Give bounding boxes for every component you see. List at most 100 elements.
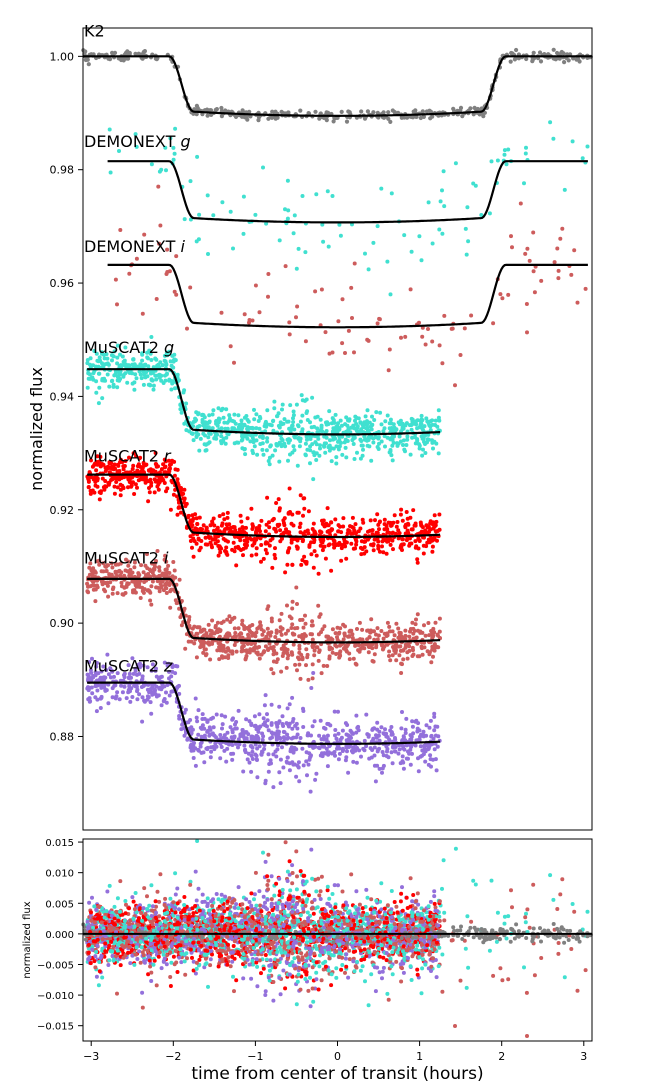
- transit-model-curve: [107, 160, 588, 224]
- data-point: [308, 448, 313, 453]
- data-point: [333, 728, 338, 732]
- data-point: [302, 506, 307, 511]
- data-point: [280, 402, 285, 407]
- data-point: [440, 231, 445, 236]
- data-point: [429, 660, 434, 665]
- data-point: [173, 467, 178, 472]
- data-point: [295, 726, 300, 731]
- data-point: [337, 751, 342, 756]
- data-point: [215, 525, 220, 530]
- data-point: [275, 724, 280, 729]
- data-point: [224, 545, 229, 550]
- data-point: [133, 132, 138, 137]
- data-point: [399, 671, 404, 675]
- data-point: [366, 338, 371, 343]
- data-point: [241, 546, 246, 551]
- data-point: [399, 335, 403, 340]
- data-point: [122, 675, 127, 680]
- data-point: [213, 541, 218, 546]
- data-point: [282, 523, 287, 528]
- data-point: [167, 571, 172, 575]
- data-point: [188, 519, 193, 524]
- data-point: [159, 378, 164, 383]
- data-point: [280, 626, 285, 631]
- data-point: [336, 523, 341, 528]
- data-point: [94, 468, 99, 473]
- data-point: [388, 417, 393, 422]
- data-point: [168, 359, 173, 364]
- data-point: [318, 529, 322, 534]
- data-point: [292, 427, 297, 432]
- data-point: [205, 193, 210, 198]
- data-point: [420, 453, 425, 458]
- data-point: [188, 285, 193, 290]
- data-point: [408, 762, 413, 767]
- data-point: [339, 642, 344, 647]
- data-point: [292, 762, 297, 767]
- data-point: [280, 438, 285, 443]
- data-point: [345, 423, 350, 428]
- data-point: [212, 523, 217, 528]
- data-point: [227, 416, 232, 421]
- data-point: [300, 617, 305, 622]
- data-point: [360, 453, 365, 458]
- data-point: [182, 487, 187, 492]
- data-point: [206, 622, 211, 627]
- data-point: [337, 426, 342, 430]
- y-tick-label: 1.00: [50, 50, 75, 63]
- series-label: K2: [84, 22, 105, 41]
- data-point: [118, 493, 123, 498]
- data-point: [297, 525, 302, 530]
- data-point: [379, 439, 384, 444]
- data-point: [147, 490, 152, 495]
- data-point: [246, 632, 251, 637]
- data-point: [305, 418, 310, 422]
- data-point: [352, 261, 357, 266]
- data-point: [333, 412, 338, 417]
- data-point: [388, 658, 393, 663]
- data-point: [555, 246, 560, 251]
- data-point: [396, 536, 401, 541]
- data-point: [290, 622, 295, 627]
- data-point: [319, 287, 324, 292]
- data-point: [100, 582, 105, 587]
- data-point: [223, 426, 228, 431]
- residual-point: [157, 899, 162, 904]
- data-point: [343, 445, 348, 450]
- data-point: [349, 531, 354, 536]
- data-point: [386, 530, 391, 535]
- transit-model-curve: [83, 55, 592, 117]
- data-point: [252, 536, 257, 541]
- data-point: [385, 259, 390, 264]
- residual-point: [437, 918, 442, 923]
- series-points-1: [107, 120, 590, 297]
- data-point: [168, 136, 173, 141]
- data-point: [272, 648, 277, 653]
- data-point: [376, 733, 381, 738]
- data-point: [290, 652, 295, 657]
- data-point: [270, 109, 275, 114]
- data-point: [93, 695, 98, 700]
- data-point: [266, 272, 271, 276]
- data-point: [397, 653, 402, 658]
- data-point: [369, 427, 374, 432]
- data-point: [135, 485, 139, 490]
- data-point: [527, 258, 532, 263]
- data-point: [352, 426, 357, 431]
- data-point: [316, 658, 321, 663]
- data-point: [237, 422, 242, 427]
- data-point: [331, 446, 336, 451]
- data-point: [145, 694, 150, 699]
- residual-point: [183, 972, 188, 977]
- data-point: [247, 624, 252, 629]
- data-point: [163, 459, 168, 464]
- data-point: [424, 109, 429, 114]
- data-point: [142, 232, 147, 237]
- data-point: [405, 437, 410, 442]
- data-point: [262, 649, 267, 654]
- data-point: [287, 530, 292, 535]
- data-point: [332, 709, 337, 714]
- data-point: [286, 208, 291, 213]
- data-point: [113, 562, 118, 567]
- data-point: [124, 584, 128, 589]
